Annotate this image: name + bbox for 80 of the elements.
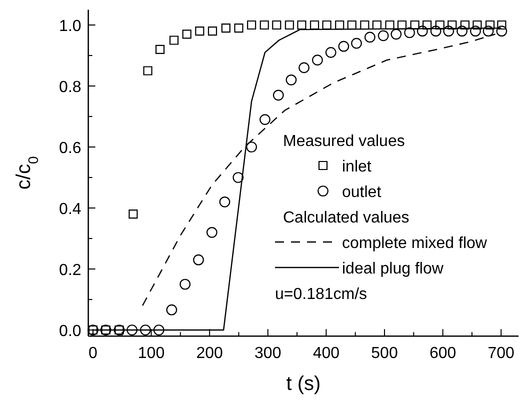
legend-label: outlet	[342, 184, 382, 201]
point	[180, 278, 191, 290]
point	[448, 20, 457, 30]
point	[182, 30, 192, 39]
point	[338, 40, 350, 52]
x-tick-label: 600	[429, 345, 456, 362]
point	[272, 90, 284, 101]
point	[232, 172, 244, 183]
point	[482, 26, 494, 37]
point	[364, 32, 376, 43]
point	[443, 26, 454, 37]
point	[140, 324, 151, 336]
annotation: Measured values	[283, 133, 405, 150]
legend-label: complete mixed flow	[342, 235, 488, 252]
point	[385, 20, 394, 30]
x-tick-label: 0	[88, 345, 98, 362]
point	[143, 66, 152, 76]
point	[234, 24, 244, 33]
y-tick-label: 0.4	[59, 201, 82, 218]
point	[470, 26, 481, 37]
point	[297, 20, 306, 30]
point	[169, 36, 179, 45]
point	[310, 20, 320, 30]
y-tick-label: 0.6	[59, 140, 82, 157]
annotation: u=0.181cm/s	[275, 286, 368, 303]
point	[208, 26, 218, 36]
point	[472, 20, 482, 30]
point	[416, 26, 428, 37]
point	[246, 142, 257, 152]
point	[497, 20, 506, 30]
point	[460, 20, 470, 30]
point	[322, 20, 332, 30]
point	[397, 20, 407, 30]
point	[219, 196, 230, 208]
point	[312, 54, 323, 66]
x-axis-title: t (s)	[286, 373, 321, 395]
point	[166, 304, 178, 316]
point	[126, 324, 138, 336]
x-tick-label: 300	[254, 345, 282, 362]
point	[456, 26, 468, 37]
point	[404, 27, 416, 38]
legend-label: ideal plug flow	[342, 260, 444, 278]
point	[221, 24, 230, 33]
point	[325, 47, 336, 58]
y-tick-label: 0.0	[59, 323, 82, 340]
point	[496, 26, 508, 37]
point	[485, 20, 495, 30]
x-tick-label: 400	[312, 345, 340, 362]
point	[298, 62, 310, 74]
point	[351, 38, 362, 49]
point	[260, 20, 269, 30]
point	[153, 324, 164, 336]
y-tick-label: 1.0	[59, 18, 82, 35]
point	[390, 28, 402, 40]
x-tick-label: 100	[138, 345, 165, 362]
point	[335, 20, 344, 30]
point	[128, 210, 138, 219]
legend-label: inlet	[342, 158, 372, 176]
point	[247, 20, 256, 30]
point	[360, 20, 370, 30]
point	[195, 26, 204, 36]
point	[430, 26, 442, 37]
point	[272, 20, 282, 30]
point	[193, 254, 204, 266]
point	[347, 20, 356, 30]
point	[410, 20, 420, 30]
point	[286, 74, 297, 86]
y-tick-label: 0.8	[59, 79, 82, 96]
x-tick-label: 200	[196, 345, 224, 362]
point	[260, 114, 270, 125]
x-tick-label: 700	[488, 345, 515, 362]
point	[284, 20, 294, 30]
point	[422, 20, 432, 30]
point	[435, 20, 444, 30]
x-tick-label: 500	[371, 345, 398, 362]
y-tick-label: 0.2	[59, 262, 82, 279]
point	[378, 30, 389, 42]
point	[206, 226, 218, 238]
annotation: Calculated values	[283, 210, 410, 226]
point	[155, 44, 165, 54]
